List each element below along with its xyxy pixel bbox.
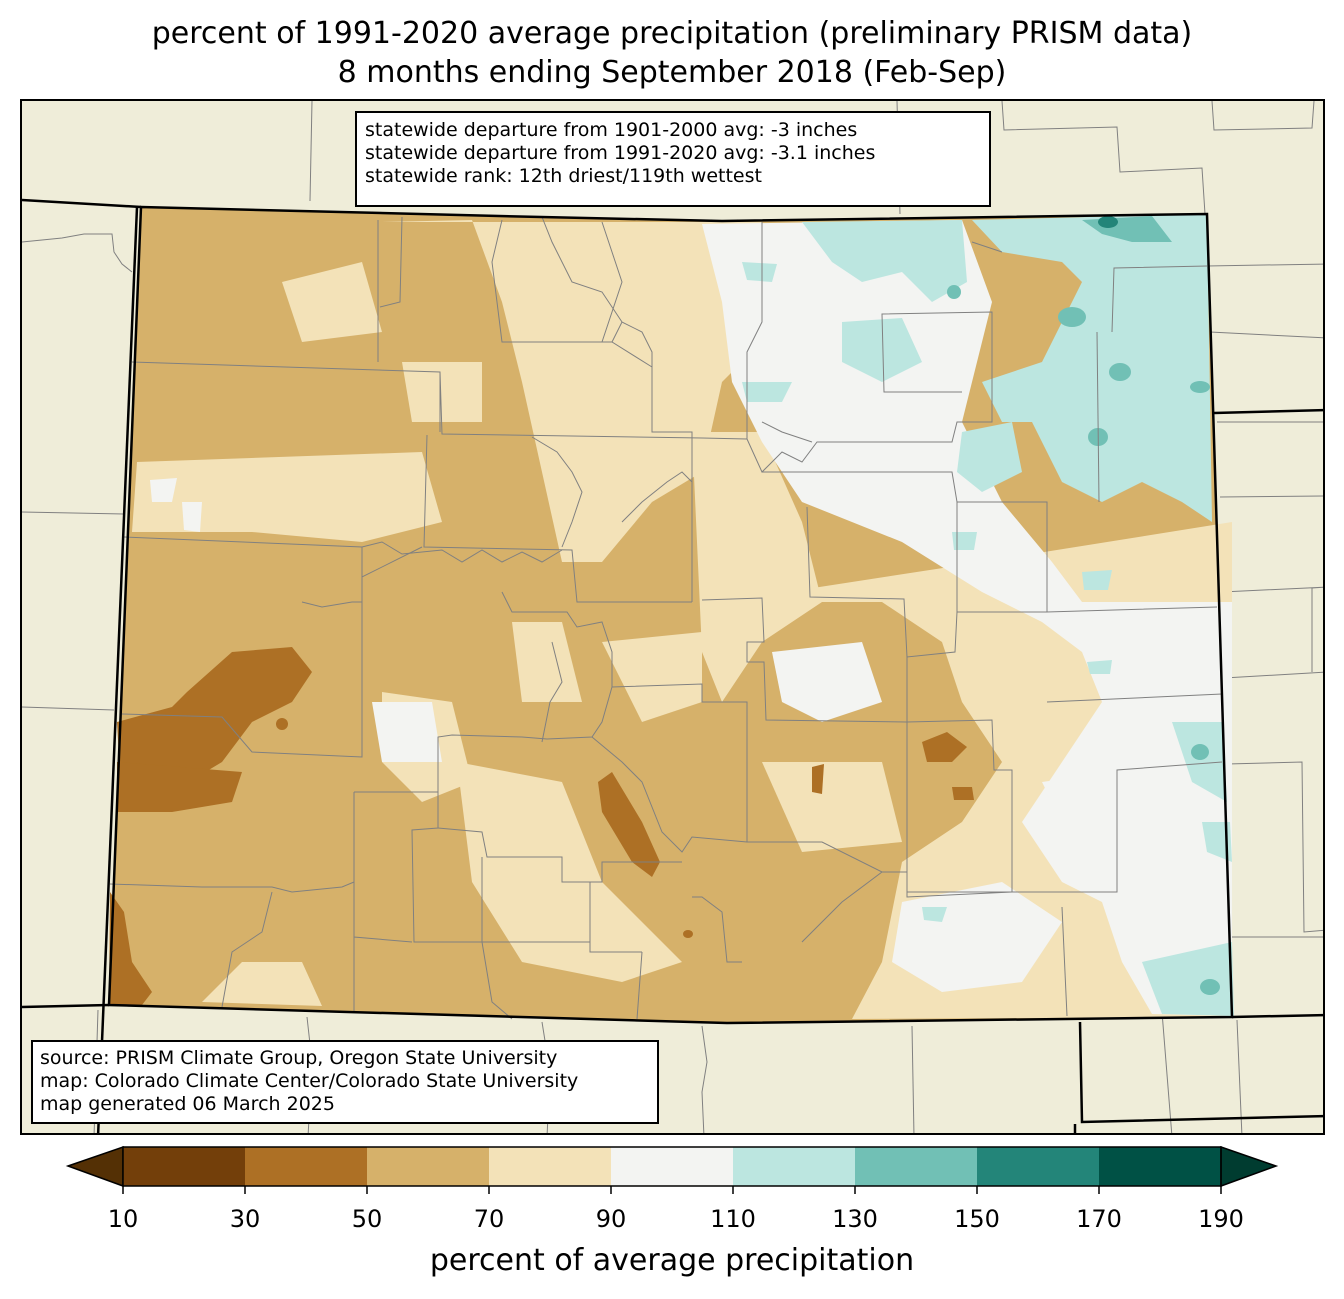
colorbar-tick-label-10: 10 xyxy=(107,1205,139,1233)
stats-line-2: statewide departure from 1991-2020 avg: … xyxy=(365,142,876,164)
map-frame[interactable] xyxy=(20,99,1325,1135)
state-boundaries xyxy=(22,198,1323,1133)
source-line-1: source: PRISM Climate Group, Oregon Stat… xyxy=(40,1047,558,1069)
colorbar-bin-30-50 xyxy=(245,1147,367,1186)
colorbar-outline xyxy=(122,1146,1222,1187)
band-30-50 xyxy=(109,647,974,1005)
colorbar-label: percent of average precipitation xyxy=(429,1243,915,1278)
statewide-stats-box: statewide departure from 1901-2000 avg: … xyxy=(355,111,991,207)
colorbar-tick-label-190: 190 xyxy=(1198,1205,1244,1233)
colorbar xyxy=(65,1145,1279,1194)
county-lines xyxy=(109,216,1223,1020)
colorbar-bin-170-190 xyxy=(1099,1147,1221,1186)
colorbar-bin-90-110 xyxy=(611,1147,733,1186)
colorbar-bin-110-130 xyxy=(733,1147,855,1186)
colorbar-tick-label-130: 130 xyxy=(832,1205,878,1233)
colorbar-tick-label-70: 70 xyxy=(473,1205,505,1233)
colorbar-over-arrow xyxy=(1220,1145,1279,1188)
band-110-130 xyxy=(742,214,1234,1016)
colorbar-bin-50-70 xyxy=(367,1147,489,1186)
map-title-line-1: percent of 1991-2020 average precipitati… xyxy=(151,16,1193,51)
precipitation-field xyxy=(109,207,1234,1023)
source-line-3: map generated 06 March 2025 xyxy=(40,1093,335,1115)
colorbar-bin-10-30 xyxy=(123,1147,245,1186)
source-credits-box: source: PRISM Climate Group, Oregon Stat… xyxy=(31,1040,659,1124)
precipitation-map xyxy=(22,101,1323,1133)
colorbar-tick-marks xyxy=(122,1186,1222,1194)
colorbar-tick-label-50: 50 xyxy=(351,1205,383,1233)
colorbar-tick-label-30: 30 xyxy=(229,1205,261,1233)
source-line-2: map: Colorado Climate Center/Colorado St… xyxy=(40,1070,579,1092)
colorbar-tick-label-170: 170 xyxy=(1076,1205,1122,1233)
colorbar-bin-150-170 xyxy=(977,1147,1099,1186)
map-title-line-2: 8 months ending September 2018 (Feb-Sep) xyxy=(337,55,1007,90)
colorbar-under-arrow xyxy=(65,1145,124,1188)
colorbar-tick-label-150: 150 xyxy=(954,1205,1000,1233)
colorbar-bins xyxy=(123,1147,1221,1186)
stats-line-1: statewide departure from 1901-2000 avg: … xyxy=(365,119,858,141)
colorbar-tick-label-110: 110 xyxy=(710,1205,756,1233)
colorbar-bin-70-90 xyxy=(489,1147,611,1186)
band-150-170 xyxy=(1098,216,1118,228)
colorbar-tick-label-90: 90 xyxy=(595,1205,627,1233)
stats-line-3: statewide rank: 12th driest/119th wettes… xyxy=(365,165,762,187)
colorbar-bin-130-150 xyxy=(855,1147,977,1186)
